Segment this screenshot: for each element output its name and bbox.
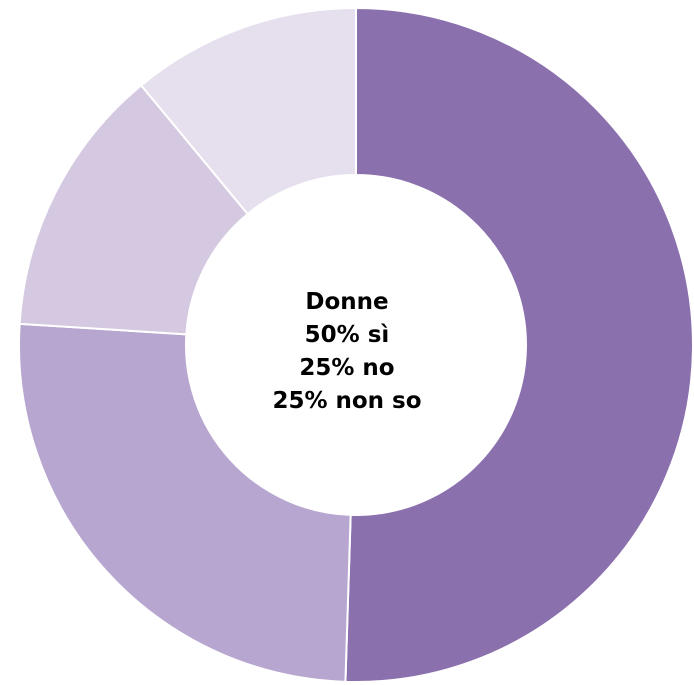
center-line-yes: 50% sì: [304, 322, 390, 348]
center-title: Donne: [305, 289, 389, 315]
slice-dont-know-1: [18, 83, 250, 336]
slice-no: [18, 322, 352, 683]
slice-dont-know-2: [139, 6, 357, 216]
slice-yes: [344, 6, 694, 683]
center-label: Donne 50% sì 25% no 25% non so: [232, 286, 462, 418]
center-line-no: 25% no: [299, 355, 395, 381]
center-line-dont-know: 25% non so: [272, 388, 422, 414]
